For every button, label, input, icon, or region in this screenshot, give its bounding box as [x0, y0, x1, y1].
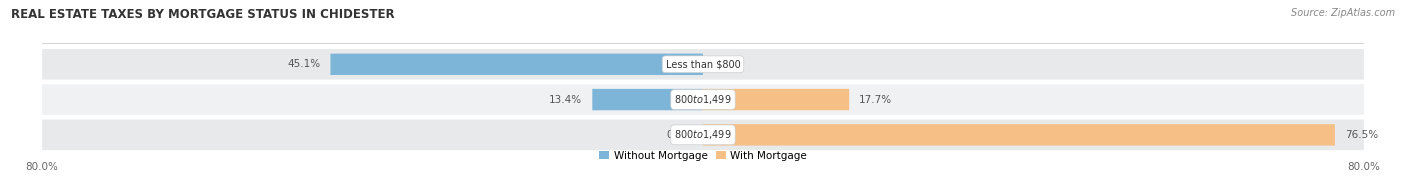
FancyBboxPatch shape — [592, 89, 703, 110]
FancyBboxPatch shape — [330, 54, 703, 75]
Text: $800 to $1,499: $800 to $1,499 — [675, 93, 731, 106]
Text: 0.0%: 0.0% — [666, 130, 693, 140]
Text: $800 to $1,499: $800 to $1,499 — [675, 128, 731, 141]
Legend: Without Mortgage, With Mortgage: Without Mortgage, With Mortgage — [595, 147, 811, 165]
FancyBboxPatch shape — [42, 49, 1364, 80]
Text: REAL ESTATE TAXES BY MORTGAGE STATUS IN CHIDESTER: REAL ESTATE TAXES BY MORTGAGE STATUS IN … — [11, 8, 395, 21]
Text: 0.0%: 0.0% — [713, 59, 740, 69]
FancyBboxPatch shape — [42, 84, 1364, 115]
FancyBboxPatch shape — [703, 124, 1334, 146]
Text: 17.7%: 17.7% — [859, 94, 893, 105]
Text: Source: ZipAtlas.com: Source: ZipAtlas.com — [1291, 8, 1395, 18]
Text: 13.4%: 13.4% — [550, 94, 582, 105]
FancyBboxPatch shape — [42, 120, 1364, 150]
Text: 76.5%: 76.5% — [1344, 130, 1378, 140]
FancyBboxPatch shape — [703, 89, 849, 110]
Text: Less than $800: Less than $800 — [665, 59, 741, 69]
Text: 45.1%: 45.1% — [287, 59, 321, 69]
